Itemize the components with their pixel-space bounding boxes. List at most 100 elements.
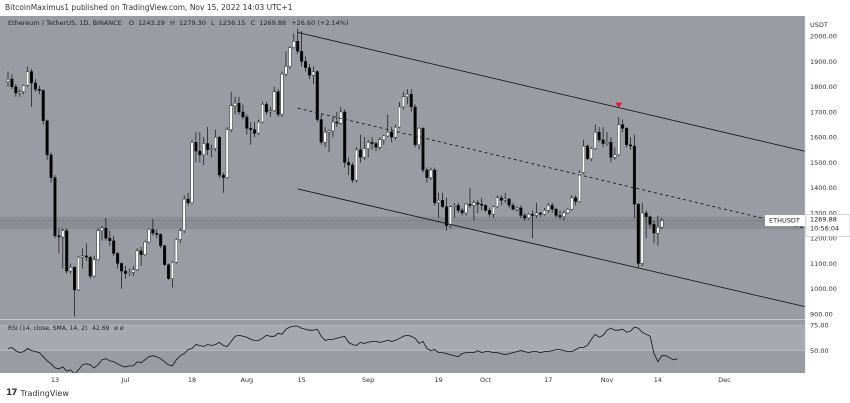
candle-down: [163, 245, 167, 265]
rsi-extra: ø ø: [114, 325, 124, 332]
time-tick-label: Nov: [601, 376, 614, 384]
candle-down: [120, 263, 124, 272]
price-axis-bg[interactable]: [805, 16, 850, 373]
candle-up: [362, 148, 366, 158]
candle-up: [495, 197, 499, 207]
candle-down: [347, 162, 351, 166]
candle-down: [597, 131, 601, 140]
candle-down: [49, 154, 53, 178]
time-tick-label: Jul: [121, 376, 130, 384]
candle-down: [433, 169, 437, 204]
candle-down: [480, 203, 484, 206]
candles: [6, 28, 664, 317]
tradingview-logo-icon: 17: [6, 388, 17, 398]
candle-up: [491, 206, 495, 215]
candle-down: [14, 86, 18, 94]
candle-down: [531, 214, 535, 216]
candle-down: [413, 106, 417, 145]
candle-up: [213, 136, 217, 149]
candle-down: [507, 198, 511, 206]
chart: Ethereum / TetherUS, 1D, BINANCE O 1243.…: [0, 16, 850, 386]
price-tick-label: 1300.00: [810, 209, 837, 217]
candle-down: [550, 205, 554, 210]
candle-up: [398, 106, 402, 128]
candle-down: [358, 149, 362, 158]
candle-down: [648, 216, 652, 225]
candle-up: [311, 71, 315, 76]
candle-down: [249, 128, 253, 130]
candle-down: [335, 121, 339, 124]
candle-up: [323, 131, 327, 143]
channel-lines: [297, 31, 842, 316]
candle-up: [143, 241, 147, 255]
candle-down: [108, 237, 112, 241]
rsi-label: RSI (14, close, SMA, 14, 2): [8, 325, 87, 332]
last-price-value: 1269.88: [810, 216, 837, 224]
candle-up: [6, 78, 10, 82]
candle-down: [499, 197, 503, 201]
time-tick-label: 14: [654, 376, 662, 384]
candle-up: [417, 128, 421, 145]
candle-down: [632, 145, 636, 205]
candle-down: [112, 240, 116, 254]
candle-up: [170, 261, 174, 279]
candle-down: [319, 119, 323, 143]
candle-down: [253, 129, 257, 134]
candle-up: [640, 212, 644, 264]
ohlc-change: +26.60 (+2.14%): [291, 19, 348, 27]
candle-down: [315, 71, 319, 120]
candle-up: [210, 148, 214, 151]
candle-up: [331, 121, 335, 132]
candle-up: [229, 105, 233, 130]
currency-label: USDT: [810, 21, 828, 29]
candle-up: [22, 85, 26, 92]
candle-up: [280, 73, 284, 115]
last-price-symbol: ETHUSDT: [769, 217, 800, 225]
candle-down: [41, 90, 45, 121]
candle-down: [237, 102, 241, 113]
candle-down: [609, 142, 613, 158]
ohlc-l: 1236.15: [219, 19, 246, 27]
time-tick-label: 13: [51, 376, 59, 384]
price-tick-label: 1000.00: [810, 285, 837, 293]
candle-up: [131, 269, 135, 273]
price-tick-label: 1400.00: [810, 184, 837, 192]
ohlc-h: 1279.30: [179, 19, 206, 27]
last-price-countdown: 10:56:04: [810, 225, 839, 233]
candle-down: [104, 227, 108, 239]
candle-up: [378, 139, 382, 148]
candle-down: [558, 215, 562, 217]
candle-down: [194, 142, 198, 152]
candle-down: [460, 210, 464, 214]
candle-up: [429, 169, 433, 178]
support-zone-band: [0, 216, 805, 230]
candle-down: [476, 202, 480, 205]
candle-up: [366, 142, 370, 149]
rsi-axis-ticks: 75.00 50.00: [810, 321, 829, 354]
candle-down: [116, 253, 120, 264]
candle-up: [76, 256, 80, 291]
time-tick-label: Oct: [480, 376, 492, 384]
candle-down: [488, 210, 492, 215]
candle-down: [57, 235, 61, 238]
time-axis-bg[interactable]: [0, 373, 850, 386]
time-tick-label: 17: [544, 376, 552, 384]
candle-down: [351, 164, 355, 181]
candle-up: [515, 207, 519, 210]
candle-up: [292, 41, 296, 48]
candle-down: [444, 206, 448, 226]
candle-down: [198, 150, 202, 156]
candle-up: [613, 154, 617, 158]
rsi-title: RSI (14, close, SMA, 14, 2) 42.69 ø ø: [8, 325, 124, 332]
candle-up: [405, 94, 409, 98]
candle-down: [88, 256, 92, 277]
candle-up: [178, 230, 182, 240]
candle-down: [484, 205, 488, 211]
symbol-title: Ethereum / TetherUS, 1D, BINANCE O 1243.…: [8, 19, 349, 27]
candle-down: [307, 67, 311, 76]
candle-up: [354, 149, 358, 181]
candle-up: [92, 259, 96, 277]
price-tick-label: 900.00: [810, 310, 833, 318]
candle-up: [503, 198, 507, 201]
time-tick-label: 19: [435, 376, 443, 384]
